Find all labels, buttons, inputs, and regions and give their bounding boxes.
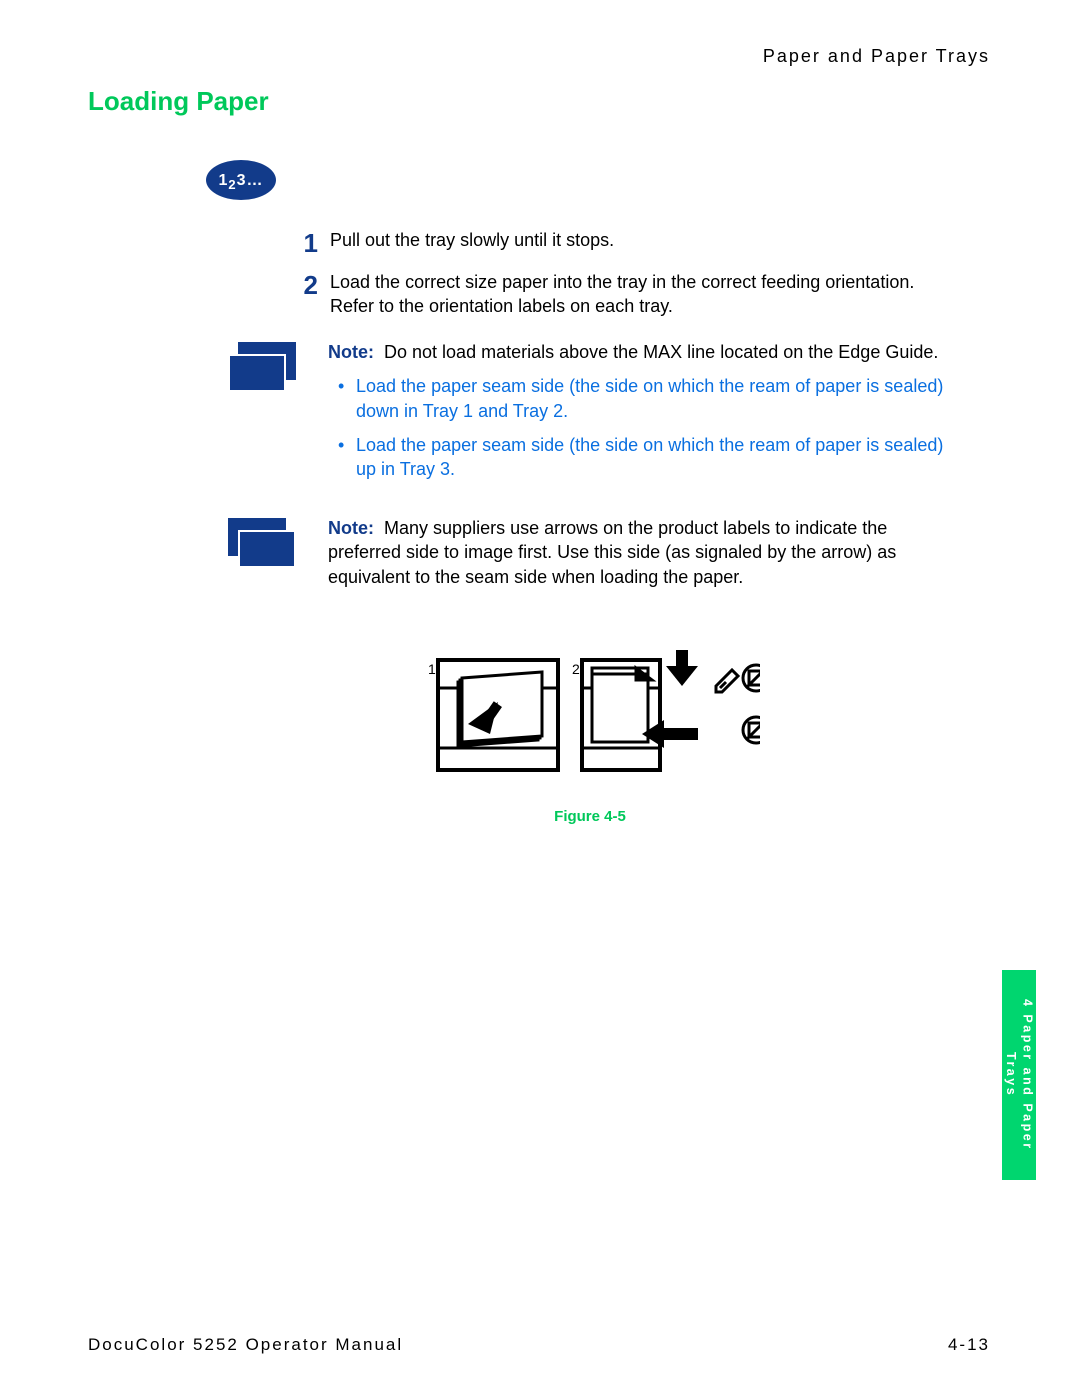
fig-label-2: 2 [572,661,580,677]
step-2: 2 Load the correct size paper into the t… [290,270,960,319]
badge-1: 1 [218,172,228,189]
note-text: Do not load materials above the MAX line… [384,342,938,362]
step-text: Pull out the tray slowly until it stops. [330,228,960,252]
page: Paper and Paper Trays Loading Paper 123…… [0,0,1080,1397]
note-2: Note: Many suppliers use arrows on the p… [328,516,960,589]
figure-caption: Figure 4-5 [420,808,760,825]
bullet-item: Load the paper seam side (the side on wh… [328,374,960,423]
note-label: Note: [328,342,374,362]
note-1-bullets: Load the paper seam side (the side on wh… [328,374,960,481]
bullet-item: Load the paper seam side (the side on wh… [328,433,960,482]
step-1: 1 Pull out the tray slowly until it stop… [290,228,960,252]
steps-badge-icon: 123… [206,160,276,200]
side-tab-line2: Trays [1004,1052,1018,1097]
figure-4-5: 1 2 [420,650,760,825]
header-chapter: Paper and Paper Trays [763,46,990,67]
footer-manual-title: DocuColor 5252 Operator Manual [88,1335,403,1355]
note-text: Many suppliers use arrows on the product… [328,518,896,587]
step-number: 2 [290,270,318,301]
fig-label-1: 1 [428,661,436,677]
section-title: Loading Paper [88,86,269,117]
note-label: Note: [328,518,374,538]
side-tab: 4 Paper and Paper Trays [1002,970,1036,1180]
footer-page-number: 4-13 [948,1335,990,1355]
side-tab-line1: 4 Paper and Paper [1020,999,1034,1151]
no-face-up-icon [743,717,760,743]
paper-seam-down-icon [228,518,298,568]
note-1: Note: Do not load materials above the MA… [328,340,960,491]
no-face-down-icon [743,665,760,691]
tray-diagram-icon: 1 2 [420,650,760,790]
badge-2: 2 [228,177,236,192]
paper-seam-up-icon [228,342,298,392]
pencil-icon [716,670,738,692]
badge-3: 3… [237,172,264,189]
step-number: 1 [290,228,318,259]
step-text: Load the correct size paper into the tra… [330,270,960,319]
